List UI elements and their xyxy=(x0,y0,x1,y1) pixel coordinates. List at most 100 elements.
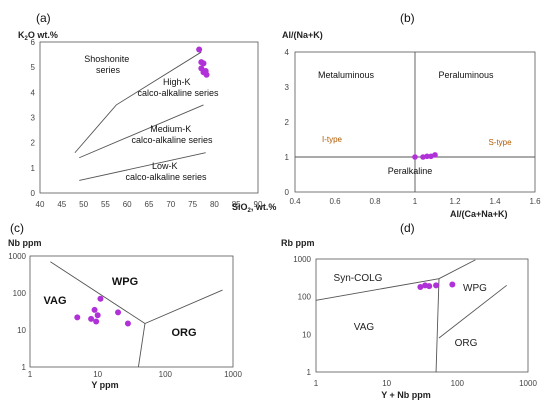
ytick-b: 2 xyxy=(285,118,290,127)
region-wpg-c: WPG xyxy=(112,276,138,288)
sample-point xyxy=(412,154,418,160)
data-points-d xyxy=(417,281,456,291)
sample-point xyxy=(94,312,101,319)
plot-frame-a xyxy=(39,41,259,194)
ytick-d: 100 xyxy=(298,293,312,302)
data-points-c xyxy=(74,295,131,327)
tick-labels-b: 0.4 0.6 0.8 1 1.2 1.4 1.6 0 1 2 3 4 xyxy=(285,48,542,206)
xtick-d: 1 xyxy=(314,379,319,388)
series-boundaries-a xyxy=(74,51,206,181)
ytick-b: 1 xyxy=(285,153,290,162)
sample-point xyxy=(74,314,81,321)
syn-colg-vag-boundary xyxy=(315,278,440,301)
region-shoshonite-a: Shoshonite series xyxy=(84,54,132,75)
region-high-k-a: High-K calco-alkaline series xyxy=(137,77,219,98)
plot-frame-d xyxy=(315,258,529,373)
wpg-org-boundary xyxy=(438,284,508,339)
xtick-a: 80 xyxy=(210,200,219,209)
ytick-c: 10 xyxy=(17,326,26,335)
panel-label-d: (d) xyxy=(400,221,415,235)
region-medium-k-a: Medium-K calco-alkaline series xyxy=(131,124,213,145)
sample-point xyxy=(200,60,207,67)
vag-org-boundary xyxy=(435,278,440,373)
tick-labels-d: 1 10 100 1000 1 10 100 1000 xyxy=(293,255,537,388)
series-boundary xyxy=(74,51,202,154)
ytick-a: 2 xyxy=(31,139,36,148)
xtick-d: 10 xyxy=(382,379,391,388)
syn-colg-wpg-boundary xyxy=(438,259,476,280)
xlabel-b: Al/(Ca+Na+K) xyxy=(450,209,508,219)
region-vag-c: VAG xyxy=(43,295,66,307)
sample-point xyxy=(124,320,131,327)
ytick-d: 10 xyxy=(302,330,311,339)
xtick-b: 0.8 xyxy=(369,197,381,206)
sample-point xyxy=(97,295,104,302)
sample-point xyxy=(196,46,203,53)
ytick-d: 1 xyxy=(307,368,312,377)
xlabel-c: Y ppm xyxy=(91,380,118,390)
ylabel-a: K2O wt.% xyxy=(18,30,58,42)
series-boundary xyxy=(79,104,204,159)
panel-d: (d) Rb ppm 1 10 100 1000 1 10 100 1000 S… xyxy=(281,221,537,400)
region-peralkaline-b: Peralkaline xyxy=(388,166,433,176)
region-vag-d: VAG xyxy=(354,322,375,333)
boundaries-d xyxy=(315,259,508,373)
panel-label-c: (c) xyxy=(10,221,24,235)
sample-point xyxy=(93,318,100,325)
sample-point xyxy=(449,281,456,288)
xlabel-a: SiO2, wt.% xyxy=(232,202,276,214)
region-low-k-a: Low-K calco-alkaline series xyxy=(125,161,207,182)
series-boundary xyxy=(79,152,206,181)
panel-c: (c) Nb ppm 1 10 100 1000 1 10 100 1000 V… xyxy=(8,221,242,390)
sample-point xyxy=(426,283,433,290)
xtick-a: 55 xyxy=(101,200,110,209)
sample-point xyxy=(203,71,210,78)
xtick-a: 90 xyxy=(254,200,263,209)
sample-point xyxy=(91,306,98,313)
xtick-b: 1 xyxy=(413,197,418,206)
sample-point xyxy=(433,282,440,289)
region-i-type-b: I-type xyxy=(322,135,343,144)
ylabel-c: Nb ppm xyxy=(8,238,42,248)
ytick-a: 1 xyxy=(31,164,36,173)
sample-point xyxy=(424,153,430,160)
ytick-b: 3 xyxy=(285,83,290,92)
ytick-a: 3 xyxy=(31,114,36,123)
xtick-d: 1000 xyxy=(519,379,537,388)
xtick-b: 1.4 xyxy=(489,197,501,206)
xtick-b: 0.4 xyxy=(289,197,301,206)
xtick-c: 1 xyxy=(28,370,33,379)
ytick-a: 4 xyxy=(31,88,36,97)
region-s-type-b: S-type xyxy=(488,138,512,147)
region-syn-colg-d: Syn-COLG xyxy=(334,273,383,284)
xtick-c: 10 xyxy=(93,370,102,379)
vag-org-boundary xyxy=(137,323,146,368)
xtick-a: 70 xyxy=(166,200,175,209)
data-points-b xyxy=(412,152,438,160)
ylabel-d: Rb ppm xyxy=(281,238,315,248)
ylabel-b: Al/(Na+K) xyxy=(282,30,323,40)
xtick-a: 65 xyxy=(145,200,154,209)
sample-point xyxy=(432,152,438,158)
region-org-d: ORG xyxy=(455,338,478,349)
panel-label-a: (a) xyxy=(36,11,51,25)
xtick-a: 50 xyxy=(79,200,88,209)
ytick-a: 0 xyxy=(31,189,36,198)
ytick-c: 100 xyxy=(13,289,27,298)
xtick-d: 100 xyxy=(451,379,465,388)
region-metaluminous-b: Metaluminous xyxy=(318,70,375,80)
region-peraluminous-b: Peraluminous xyxy=(438,70,494,80)
region-wpg-d: WPG xyxy=(463,283,487,294)
panel-b: (b) Al/(Na+K) 0.4 0.6 0.8 1 1.2 1.4 1.6 … xyxy=(282,11,541,219)
ytick-c: 1000 xyxy=(8,252,26,261)
sample-point xyxy=(115,309,122,316)
tick-labels-c: 1 10 100 1000 1 10 100 1000 xyxy=(8,252,242,379)
xtick-c: 1000 xyxy=(224,370,242,379)
panel-label-b: (b) xyxy=(400,11,415,25)
ytick-b: 0 xyxy=(285,188,290,197)
boundaries-c xyxy=(50,261,223,368)
plot-frame-c xyxy=(29,255,234,368)
xtick-b: 1.6 xyxy=(529,197,541,206)
xtick-a: 60 xyxy=(123,200,132,209)
